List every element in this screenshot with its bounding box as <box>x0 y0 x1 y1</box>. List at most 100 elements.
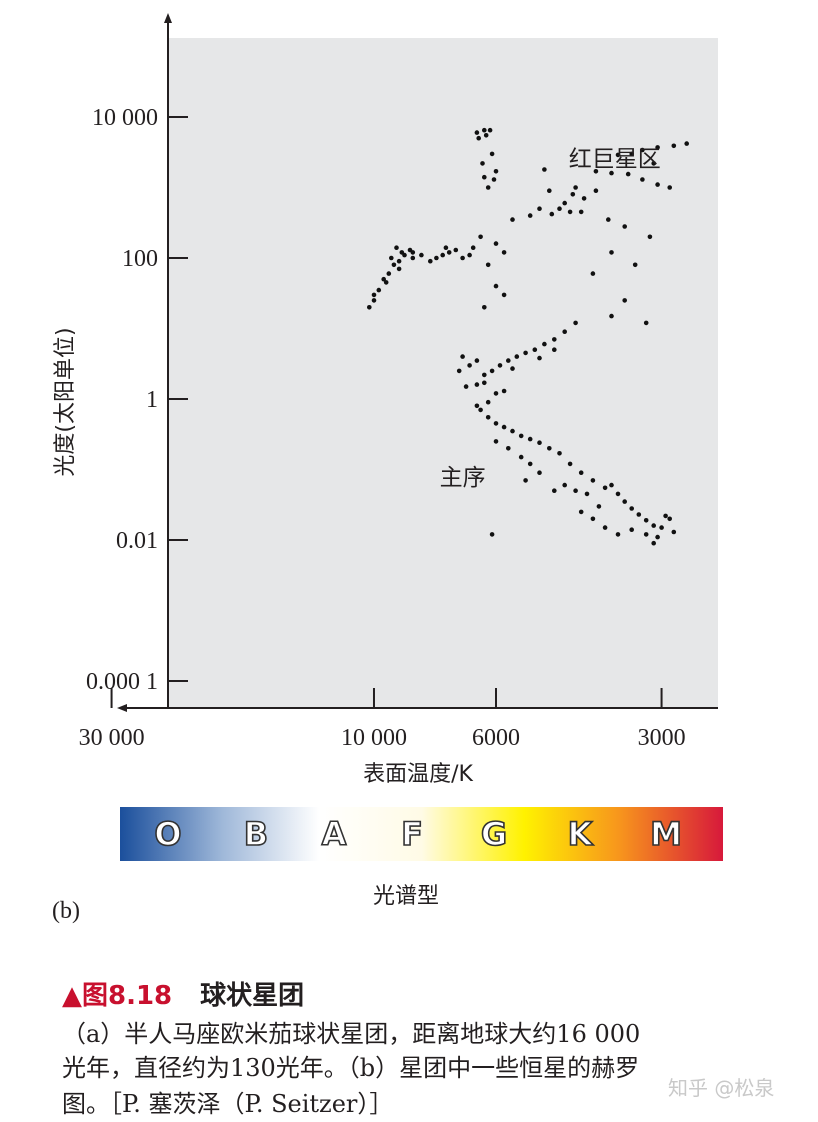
star-point <box>483 133 489 138</box>
y-tick-label: 0.000 1 <box>86 669 158 695</box>
star-point <box>651 540 656 546</box>
spectral-type-title: 光谱型 <box>373 884 440 909</box>
star-point <box>615 532 621 537</box>
star-point <box>493 169 499 174</box>
star-point <box>570 192 576 197</box>
star-point <box>567 209 573 215</box>
star-point <box>389 255 394 261</box>
spectral-letter-k: K <box>567 814 593 854</box>
star-point <box>537 470 542 476</box>
star-point <box>485 399 491 405</box>
x-tick-label: 6000 <box>472 725 520 751</box>
star-point <box>470 245 476 250</box>
star-point <box>527 461 533 467</box>
y-tick-label: 1 <box>146 387 158 413</box>
star-point <box>562 329 567 335</box>
star-point <box>615 491 621 497</box>
spectral-type-bar <box>120 807 723 861</box>
star-point <box>615 152 621 158</box>
star-point <box>573 488 578 494</box>
star-point <box>453 247 459 253</box>
star-point <box>578 509 584 515</box>
star-point <box>482 372 487 378</box>
spectral-letter-f: F <box>400 814 423 854</box>
star-point <box>581 196 587 201</box>
star-point <box>510 428 515 434</box>
star-point <box>622 224 627 229</box>
star-point <box>640 147 645 153</box>
star-point <box>557 451 562 456</box>
star-point <box>602 525 608 530</box>
star-point <box>523 478 528 483</box>
star-point <box>609 250 614 255</box>
star-point <box>557 206 562 211</box>
x-tick-label: 10 000 <box>341 725 407 751</box>
star-point <box>609 170 614 176</box>
star-point <box>463 384 469 389</box>
star-point <box>537 440 542 446</box>
star-point <box>636 512 642 517</box>
star-point <box>629 506 634 511</box>
star-point <box>367 305 372 310</box>
star-point <box>643 518 649 523</box>
star-point <box>510 366 515 371</box>
star-point <box>419 252 424 258</box>
star-point <box>567 461 573 467</box>
spectral-letter-o: O <box>154 814 183 854</box>
star-point <box>493 439 499 444</box>
star-point <box>443 245 449 250</box>
star-point <box>573 320 578 326</box>
star-point <box>667 185 672 190</box>
y-tick-label: 0.01 <box>116 528 158 554</box>
region-annotation: 主序 <box>440 465 486 491</box>
y-tick-label: 100 <box>122 246 158 272</box>
star-point <box>386 271 392 276</box>
star-point <box>655 534 660 540</box>
star-point <box>663 513 668 519</box>
star-point <box>532 347 538 353</box>
star-point <box>410 255 416 261</box>
star-point <box>562 482 567 488</box>
star-point <box>609 482 614 488</box>
star-point <box>527 436 533 442</box>
star-point <box>474 358 480 363</box>
star-point <box>596 504 602 509</box>
star-point <box>537 355 542 361</box>
star-point <box>552 488 557 494</box>
star-point <box>552 347 557 353</box>
star-point <box>593 188 599 193</box>
star-point <box>655 145 660 150</box>
star-point <box>651 161 656 166</box>
star-point <box>410 250 416 255</box>
star-point <box>552 337 557 342</box>
star-point <box>489 151 495 157</box>
star-point <box>474 403 480 409</box>
star-point <box>602 485 608 491</box>
star-point <box>506 358 511 363</box>
star-point <box>487 127 493 133</box>
star-point <box>371 298 377 303</box>
y-tick-label: 10 000 <box>92 105 158 131</box>
panel-label: (b) <box>52 898 80 924</box>
star-point <box>549 211 555 217</box>
figure-number: 图8.18 <box>82 981 173 1011</box>
star-point <box>383 280 389 285</box>
star-point <box>632 262 638 268</box>
star-point <box>625 171 631 177</box>
triangle-icon: ▲ <box>62 981 82 1011</box>
star-point <box>527 213 533 218</box>
star-point <box>476 135 482 141</box>
star-point <box>501 388 507 394</box>
star-point <box>491 177 497 182</box>
star-point <box>584 491 590 497</box>
star-point <box>478 407 483 413</box>
star-point <box>622 298 627 303</box>
star-point <box>506 446 511 451</box>
hr-diagram-chart: 10 000 100 1 0.01 0.000 1 30 000 10 000 6000 30… <box>53 13 718 787</box>
star-point <box>391 262 397 268</box>
star-point <box>467 363 472 368</box>
star-point <box>609 313 614 319</box>
star-point <box>381 276 387 282</box>
star-point <box>643 532 649 537</box>
star-point <box>510 217 515 222</box>
